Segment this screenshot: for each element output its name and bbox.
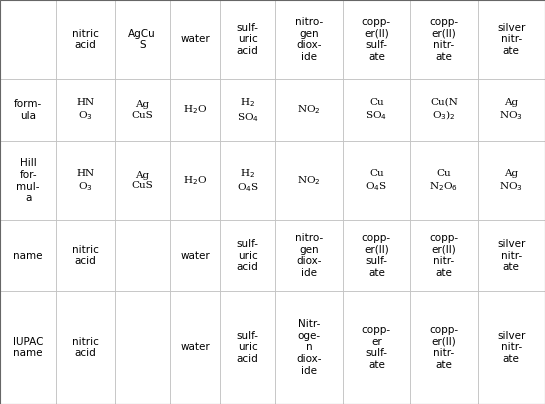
Text: nitro-
gen
diox-
ide: nitro- gen diox- ide <box>295 17 323 62</box>
Text: HN
O$_3$: HN O$_3$ <box>76 98 95 122</box>
Bar <box>275 79 343 141</box>
Text: copp-
er
sulf-
ate: copp- er sulf- ate <box>362 325 391 370</box>
Bar <box>343 0 410 79</box>
Text: nitric
acid: nitric acid <box>72 337 99 358</box>
Bar <box>275 141 343 220</box>
Text: silver
nitr-
ate: silver nitr- ate <box>497 331 525 364</box>
Text: copp-
er(II)
nitr-
ate: copp- er(II) nitr- ate <box>429 17 458 62</box>
Text: name: name <box>14 250 43 261</box>
Bar <box>220 220 275 291</box>
Bar <box>114 141 170 220</box>
Bar <box>0 141 56 220</box>
Bar <box>477 141 545 220</box>
Bar <box>220 0 275 79</box>
Bar <box>410 220 477 291</box>
Bar <box>170 0 220 79</box>
Bar <box>477 0 545 79</box>
Text: H$_2$O: H$_2$O <box>183 175 207 187</box>
Bar <box>477 291 545 404</box>
Text: nitric
acid: nitric acid <box>72 245 99 266</box>
Text: Cu
N$_2$O$_6$: Cu N$_2$O$_6$ <box>429 169 458 193</box>
Text: silver
nitr-
ate: silver nitr- ate <box>497 23 525 56</box>
Text: H$_2$
O$_4$S: H$_2$ O$_4$S <box>237 167 259 194</box>
Bar <box>220 141 275 220</box>
Bar <box>56 79 114 141</box>
Bar <box>0 0 56 79</box>
Text: AgCu
S: AgCu S <box>129 29 156 50</box>
Bar <box>275 220 343 291</box>
Text: water: water <box>180 250 210 261</box>
Bar <box>114 79 170 141</box>
Bar <box>56 141 114 220</box>
Text: water: water <box>180 343 210 352</box>
Bar <box>170 291 220 404</box>
Bar <box>343 141 410 220</box>
Text: nitric
acid: nitric acid <box>72 29 99 50</box>
Bar <box>114 291 170 404</box>
Bar <box>114 220 170 291</box>
Bar <box>410 141 477 220</box>
Bar <box>275 291 343 404</box>
Bar <box>170 79 220 141</box>
Bar <box>275 0 343 79</box>
Text: Cu
SO$_4$: Cu SO$_4$ <box>366 98 387 122</box>
Bar <box>170 220 220 291</box>
Bar <box>343 79 410 141</box>
Bar <box>0 79 56 141</box>
Text: water: water <box>180 34 210 44</box>
Text: Cu(N
O$_3$)$_2$: Cu(N O$_3$)$_2$ <box>430 98 458 122</box>
Text: copp-
er(II)
nitr-
ate: copp- er(II) nitr- ate <box>429 233 458 278</box>
Bar <box>56 220 114 291</box>
Bar <box>170 141 220 220</box>
Text: H$_2$
SO$_4$: H$_2$ SO$_4$ <box>237 97 259 124</box>
Bar <box>410 0 477 79</box>
Text: HN
O$_3$: HN O$_3$ <box>76 169 95 193</box>
Bar <box>343 291 410 404</box>
Bar <box>410 291 477 404</box>
Bar <box>220 79 275 141</box>
Text: Ag
CuS: Ag CuS <box>131 171 153 191</box>
Text: form-
ula: form- ula <box>14 99 43 121</box>
Text: copp-
er(II)
sulf-
ate: copp- er(II) sulf- ate <box>362 233 391 278</box>
Bar <box>56 0 114 79</box>
Text: nitro-
gen
diox-
ide: nitro- gen diox- ide <box>295 233 323 278</box>
Bar <box>0 220 56 291</box>
Text: Hill
for-
mul-
a: Hill for- mul- a <box>16 158 40 203</box>
Bar <box>477 220 545 291</box>
Bar <box>114 0 170 79</box>
Text: sulf-
uric
acid: sulf- uric acid <box>237 331 259 364</box>
Bar <box>410 79 477 141</box>
Text: Cu
O$_4$S: Cu O$_4$S <box>366 169 387 193</box>
Text: sulf-
uric
acid: sulf- uric acid <box>237 239 259 272</box>
Text: H$_2$O: H$_2$O <box>183 104 207 116</box>
Bar <box>477 79 545 141</box>
Text: Nitr-
oge-
n
diox-
ide: Nitr- oge- n diox- ide <box>296 319 322 376</box>
Text: silver
nitr-
ate: silver nitr- ate <box>497 239 525 272</box>
Text: NO$_2$: NO$_2$ <box>297 175 321 187</box>
Text: sulf-
uric
acid: sulf- uric acid <box>237 23 259 56</box>
Text: IUPAC
name: IUPAC name <box>13 337 44 358</box>
Text: copp-
er(II)
nitr-
ate: copp- er(II) nitr- ate <box>429 325 458 370</box>
Bar <box>343 220 410 291</box>
Text: Ag
CuS: Ag CuS <box>131 100 153 120</box>
Text: NO$_2$: NO$_2$ <box>297 104 321 116</box>
Text: Ag
NO$_3$: Ag NO$_3$ <box>499 98 523 122</box>
Bar <box>56 291 114 404</box>
Text: Ag
NO$_3$: Ag NO$_3$ <box>499 169 523 193</box>
Bar <box>220 291 275 404</box>
Bar <box>0 291 56 404</box>
Text: copp-
er(II)
sulf-
ate: copp- er(II) sulf- ate <box>362 17 391 62</box>
